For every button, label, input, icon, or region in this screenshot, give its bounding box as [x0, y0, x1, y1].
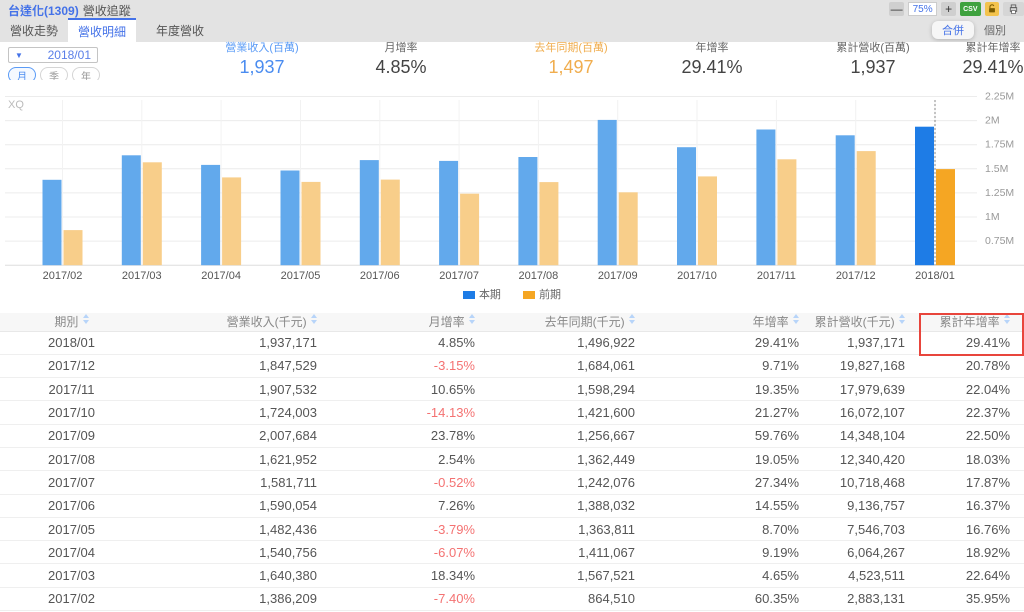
svg-text:2017/12: 2017/12 [836, 270, 876, 282]
svg-text:1.25M: 1.25M [985, 187, 1014, 199]
svg-text:2018/01: 2018/01 [915, 270, 955, 282]
svg-text:2017/03: 2017/03 [122, 270, 162, 282]
svg-text:XQ: XQ [8, 99, 24, 111]
svg-text:2.25M: 2.25M [985, 91, 1014, 103]
svg-text:1M: 1M [985, 211, 1000, 223]
svg-text:2017/05: 2017/05 [281, 270, 321, 282]
svg-text:2017/06: 2017/06 [360, 270, 400, 282]
svg-text:0.75M: 0.75M [985, 235, 1014, 247]
svg-text:2017/10: 2017/10 [677, 270, 717, 282]
svg-text:1.75M: 1.75M [985, 139, 1014, 151]
svg-text:2017/07: 2017/07 [439, 270, 479, 282]
svg-text:2017/09: 2017/09 [598, 270, 638, 282]
svg-text:2017/11: 2017/11 [757, 270, 796, 282]
svg-text:1.5M: 1.5M [985, 163, 1008, 175]
svg-text:2017/02: 2017/02 [43, 270, 83, 282]
svg-text:2017/04: 2017/04 [201, 270, 241, 282]
svg-text:2M: 2M [985, 115, 1000, 127]
svg-text:2017/08: 2017/08 [519, 270, 559, 282]
